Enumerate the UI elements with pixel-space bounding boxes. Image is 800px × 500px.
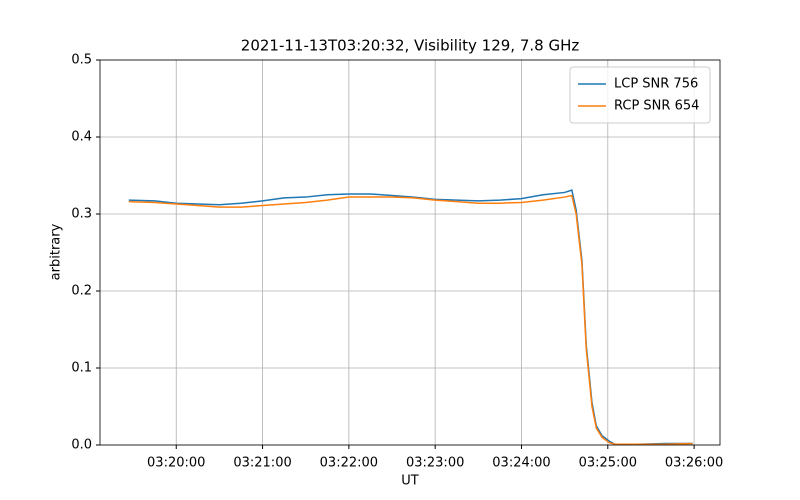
x-tick-label: 03:20:00 <box>147 456 205 471</box>
y-tick-label: 0.5 <box>71 53 92 68</box>
y-axis-label: arbitrary <box>49 223 64 280</box>
x-tick-label: 03:24:00 <box>492 456 550 471</box>
x-tick-label: 03:23:00 <box>406 456 464 471</box>
legend-label: RCP SNR 654 <box>614 99 699 114</box>
legend-label: LCP SNR 756 <box>614 77 698 92</box>
y-tick-label: 0.3 <box>71 207 92 222</box>
x-tick-label: 03:21:00 <box>233 456 291 471</box>
legend-box <box>569 66 711 124</box>
plot-frame <box>99 59 721 446</box>
x-tick-label: 03:22:00 <box>320 456 378 471</box>
chart-title: 2021-11-13T03:20:32, Visibility 129, 7.8… <box>241 37 580 55</box>
y-tick-label: 0.1 <box>71 361 92 376</box>
y-tick-label: 0.2 <box>71 284 92 299</box>
x-tick-label: 03:26:00 <box>665 456 723 471</box>
x-axis-label: UT <box>401 474 419 489</box>
y-tick-label: 0.0 <box>71 438 92 453</box>
y-tick-label: 0.4 <box>71 130 92 145</box>
data-line <box>128 189 693 445</box>
x-tick-label: 03:25:00 <box>579 456 637 471</box>
data-line <box>128 194 693 445</box>
